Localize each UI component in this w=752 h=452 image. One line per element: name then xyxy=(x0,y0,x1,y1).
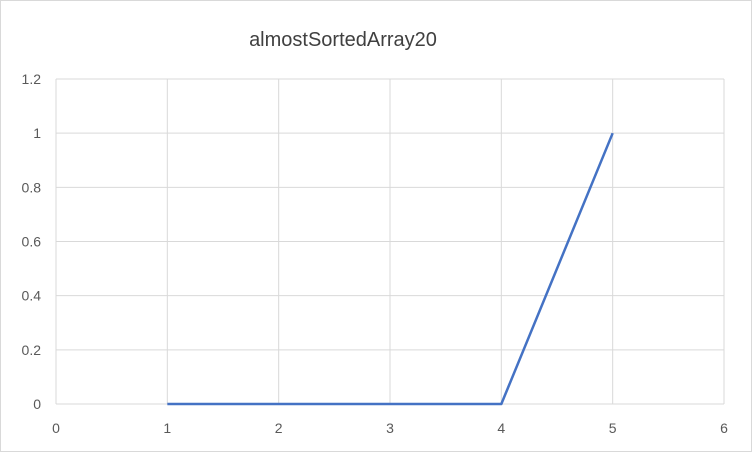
y-tick-label: 0.4 xyxy=(22,288,42,304)
tick-labels: 0 1 2 3 4 5 6 0 0.2 0.4 0.6 0.8 1 1.2 xyxy=(22,71,729,436)
x-tick-label: 2 xyxy=(275,420,283,436)
x-tick-label: 5 xyxy=(609,420,617,436)
y-tick-label: 0.8 xyxy=(22,179,42,195)
x-tick-label: 1 xyxy=(163,420,171,436)
y-tick-label: 1 xyxy=(33,125,41,141)
x-tick-label: 3 xyxy=(386,420,394,436)
y-tick-label: 1.2 xyxy=(22,71,42,87)
x-tick-label: 0 xyxy=(52,420,60,436)
chart-title: almostSortedArray20 xyxy=(249,29,437,51)
series-layer xyxy=(167,132,614,406)
y-tick-label: 0.6 xyxy=(22,234,42,250)
x-tick-label: 6 xyxy=(720,420,728,436)
y-tick-label: 0 xyxy=(33,396,41,412)
series-line xyxy=(167,132,614,406)
x-tick-label: 4 xyxy=(497,420,505,436)
gridlines xyxy=(55,78,725,405)
y-tick-label: 0.2 xyxy=(22,342,42,358)
